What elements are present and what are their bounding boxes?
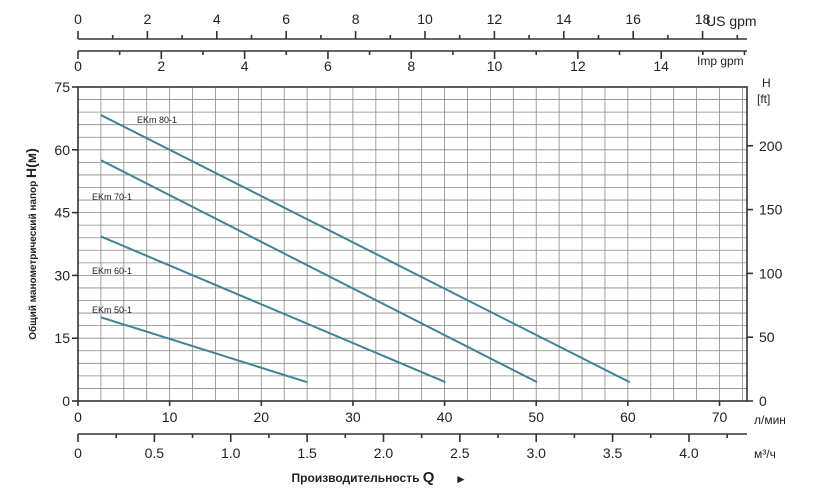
m3h-tick-label: 0 <box>74 445 82 461</box>
grid <box>78 87 747 401</box>
series-label: EKm 60-1 <box>92 266 132 276</box>
us-gpm-tick-label: 6 <box>282 11 290 27</box>
x-tick-label: 20 <box>253 409 269 425</box>
curve-ekm-80-1 <box>100 114 631 384</box>
m3h-tick-label: 4.0 <box>679 445 699 461</box>
curve-ekm-50-1 <box>100 316 308 384</box>
imp-gpm-tick-label: 2 <box>157 58 165 74</box>
us-gpm-tick-label: 4 <box>213 11 221 27</box>
y-tick-label: 75 <box>54 79 70 95</box>
y-axis-title-h: H(м) <box>23 148 39 178</box>
y-tick-label: 60 <box>54 142 70 158</box>
series-label: EKm 70-1 <box>92 192 132 202</box>
ft-tick-label: 150 <box>759 202 783 218</box>
imp-gpm-tick-label: 6 <box>324 58 332 74</box>
imp-gpm-tick-label: 8 <box>407 58 415 74</box>
ft-tick-label: 100 <box>759 265 783 281</box>
m3h-tick-label: 3.0 <box>526 445 546 461</box>
ft-unit-label-line2: [ft] <box>757 92 770 106</box>
imp-gpm-tick-label: 14 <box>653 58 669 74</box>
y-axis-title: Общий манометрический напор H(м) <box>23 148 39 340</box>
lpm-unit-label: л/мин <box>754 413 786 427</box>
us-gpm-tick-label: 12 <box>487 11 503 27</box>
us-gpm-tick-label: 16 <box>625 11 641 27</box>
x-tick-label: 50 <box>528 409 544 425</box>
m3h-tick-label: 0.5 <box>145 445 165 461</box>
imp-gpm-tick-label: 10 <box>487 58 503 74</box>
x-axis-title: Производительность Q <box>292 469 435 486</box>
m3h-tick-label: 2.5 <box>450 445 470 461</box>
imp-gpm-tick-label: 0 <box>74 58 82 74</box>
x-axis-title-arrow: ► <box>455 472 467 486</box>
m3h-tick-label: 1.0 <box>221 445 241 461</box>
m3h-tick-label: 2.0 <box>374 445 394 461</box>
ft-unit-label-line1: H <box>762 76 771 90</box>
y-tick-label: 45 <box>54 205 70 221</box>
us-gpm-tick-label: 14 <box>556 11 572 27</box>
m3h-tick-label: 3.5 <box>603 445 623 461</box>
y-tick-label: 0 <box>62 393 70 409</box>
x-tick-label: 10 <box>162 409 178 425</box>
y-axis-title-prefix: Общий манометрический напор <box>27 178 39 340</box>
curves <box>100 114 631 384</box>
imp-gpm-tick-label: 12 <box>570 58 586 74</box>
y-tick-label: 30 <box>54 267 70 283</box>
us-gpm-tick-label: 10 <box>417 11 433 27</box>
x-tick-label: 60 <box>620 409 636 425</box>
x-tick-label: 40 <box>437 409 453 425</box>
plot-frame <box>77 86 748 402</box>
x-tick-label: 70 <box>712 409 728 425</box>
us-gpm-tick-label: 2 <box>143 11 151 27</box>
curve-ekm-60-1 <box>100 235 446 384</box>
us-gpm-tick-label: 0 <box>74 11 82 27</box>
x-axis-title-q: Q <box>423 469 435 486</box>
imp-gpm-tick-label: 4 <box>241 58 249 74</box>
axes <box>72 31 753 442</box>
m3h-unit-label: м³/ч <box>754 447 776 461</box>
imp-gpm-unit-label: Imp gpm <box>697 54 744 68</box>
ft-tick-label: 0 <box>759 393 767 409</box>
x-axis-title-prefix: Производительность <box>292 471 423 485</box>
y-tick-label: 15 <box>54 330 70 346</box>
us-gpm-unit-label: US gpm <box>706 13 757 29</box>
ft-tick-label: 200 <box>759 138 783 154</box>
us-gpm-tick-label: 8 <box>352 11 360 27</box>
curve-ekm-70-1 <box>100 159 538 384</box>
ft-tick-label: 50 <box>759 329 775 345</box>
m3h-tick-label: 1.5 <box>297 445 317 461</box>
us-gpm-tick-label: 18 <box>695 11 711 27</box>
series-label: EKm 50-1 <box>92 305 132 315</box>
series-label: EKm 80-1 <box>137 115 177 125</box>
x-tick-label: 0 <box>74 409 82 425</box>
x-tick-label: 30 <box>345 409 361 425</box>
